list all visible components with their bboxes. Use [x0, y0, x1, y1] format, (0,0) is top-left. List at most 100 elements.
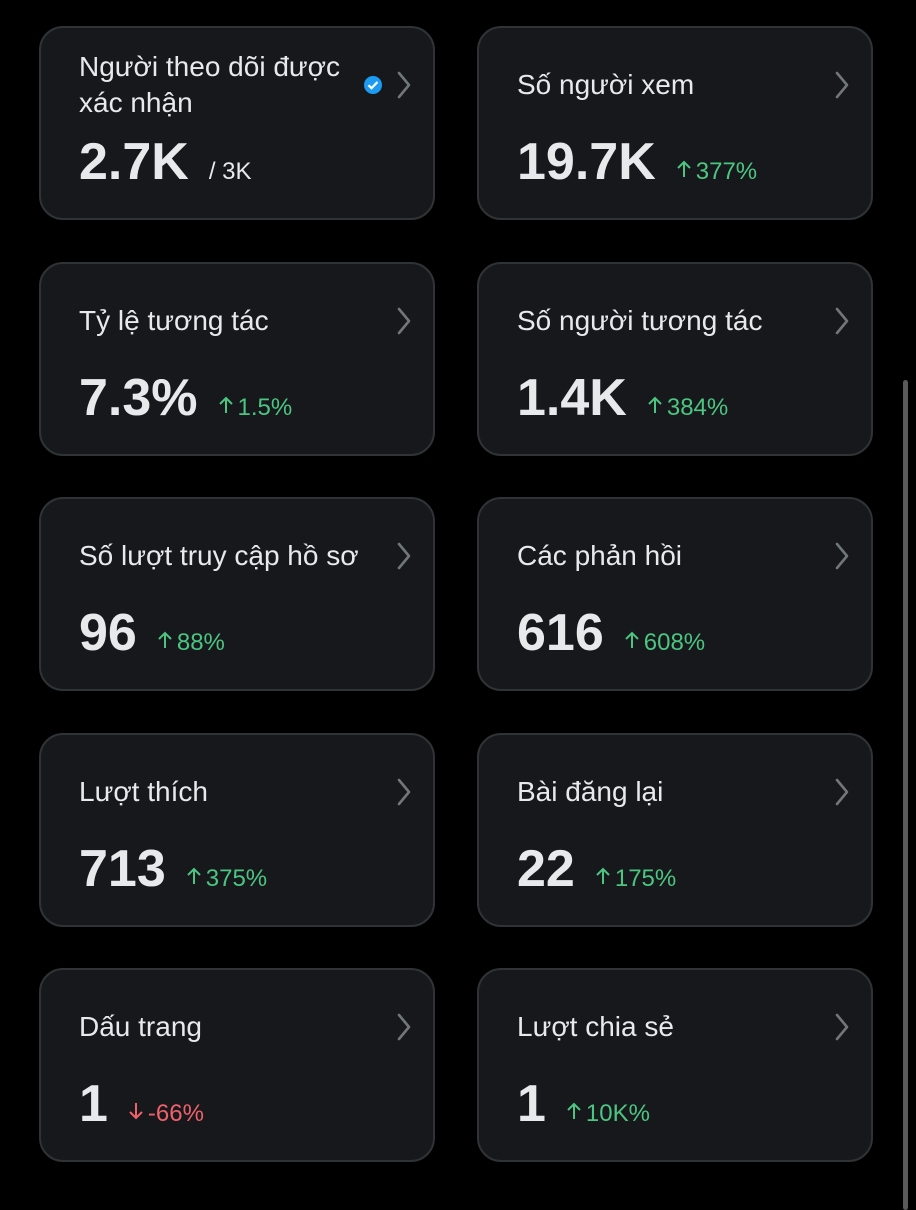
chevron-icon [835, 542, 849, 570]
value-row: 22 175% [517, 839, 676, 899]
label-text: Số người xem [517, 69, 695, 100]
chevron-icon [397, 778, 411, 805]
metric-card[interactable]: Lượt chia sẻ 1 10K% [477, 968, 873, 1162]
value-row: 1 -66% [79, 1074, 204, 1134]
metric-value: 1.4K [517, 368, 627, 427]
arrow-up [677, 160, 691, 177]
scrollbar [903, 380, 908, 1210]
metric-change: 608% [624, 629, 705, 657]
verified-badge [363, 75, 383, 100]
arrow-down [129, 1103, 143, 1120]
metric-card[interactable]: Tỷ lệ tương tác 7.3% 1.5% [39, 261, 435, 456]
arrow-up [567, 1102, 581, 1119]
value-row: 1 10K% [517, 1074, 650, 1134]
metric-value: 96 [79, 604, 137, 662]
card-label: Số người xem [517, 42, 797, 128]
change-text: 1.5% [237, 393, 293, 421]
chevron [395, 70, 413, 105]
metric-value: 616 [517, 604, 604, 662]
chevron-icon [835, 1013, 849, 1041]
arrow-up [158, 631, 172, 648]
arrow-up [648, 396, 662, 413]
metric-card[interactable]: Các phản hồi 616 608% [477, 497, 873, 691]
metric-change: 88% [157, 629, 225, 657]
metric-card[interactable]: Số người xem 19.7K 377% [477, 26, 873, 220]
change-text: 384% [666, 393, 729, 421]
arrow-up [625, 631, 639, 648]
chevron [395, 1012, 413, 1047]
card-label: Bài đăng lại [517, 749, 797, 835]
change-text: 375% [205, 864, 268, 892]
change-text: 377% [695, 158, 758, 185]
metric-change: 377% [676, 158, 757, 186]
label-text: Số lượt truy cập hồ sơ [79, 540, 359, 571]
card-label: Các phản hồi [517, 513, 797, 599]
chevron [833, 777, 851, 812]
chevron [395, 306, 413, 341]
chevron-icon [835, 71, 849, 99]
metric-card[interactable]: Người theo dõi được xác nhận 2.7K / 3K [39, 26, 435, 220]
label-text: Các phản hồi [517, 540, 683, 571]
metric-card[interactable]: Số lượt truy cập hồ sơ 96 88% [39, 497, 435, 691]
value-row: 96 88% [79, 603, 225, 663]
label-text: Người theo dõi được xác nhận [79, 51, 340, 118]
arrow-up [187, 867, 201, 884]
metric-change: 384% [647, 394, 728, 422]
metric-change: 175% [595, 865, 676, 893]
label-text: Lượt chia sẻ [517, 1011, 674, 1042]
chevron [833, 1012, 851, 1047]
card-label: Tỷ lệ tương tác [79, 278, 359, 364]
change-text: 88% [176, 629, 225, 656]
metric-value: 7.3% [79, 368, 198, 427]
chevron [833, 70, 851, 105]
arrow-up [218, 396, 233, 413]
metric-value: 1 [517, 1075, 546, 1133]
chevron-icon [835, 778, 849, 805]
metric-change: -66% [128, 1100, 204, 1128]
value-row: 1.4K 384% [517, 368, 728, 428]
chevron-icon [397, 542, 411, 570]
label-text: Số người tương tác [517, 304, 763, 336]
metric-value: 22 [517, 839, 575, 898]
value-row: 616 608% [517, 603, 705, 663]
card-label: Số lượt truy cập hồ sơ [79, 513, 359, 599]
chevron [395, 777, 413, 812]
chevron-icon [397, 307, 411, 334]
value-row: 713 375% [79, 839, 267, 899]
arrow-up [596, 867, 610, 884]
metric-total: / 3K [208, 158, 252, 185]
chevron [833, 306, 851, 341]
metric-card[interactable]: Số người tương tác 1.4K 384% [477, 261, 873, 456]
card-label: Dấu trang [79, 984, 359, 1070]
metric-card[interactable]: Lượt thích 713 375% [39, 732, 435, 927]
metric-change: 375% [186, 865, 267, 893]
change-text: -66% [147, 1100, 204, 1127]
metric-value: 19.7K [517, 133, 656, 191]
card-label: Lượt chia sẻ [517, 984, 797, 1070]
chevron-icon [835, 307, 849, 334]
metric-value: 1 [79, 1075, 108, 1133]
change-text: 608% [643, 629, 706, 656]
chevron-icon [397, 1013, 411, 1041]
chevron [395, 541, 413, 576]
verified-icon [364, 76, 382, 94]
metric-card[interactable]: Bài đăng lại 22 175% [477, 732, 873, 927]
value-row: 2.7K / 3K [79, 132, 252, 192]
metric-value: 2.7K [79, 133, 189, 191]
label-text: Bài đăng lại [517, 775, 664, 807]
change-text: 10K% [585, 1100, 650, 1127]
chevron [833, 541, 851, 576]
chevron-icon [397, 71, 411, 99]
value-row: 19.7K 377% [517, 132, 757, 192]
metric-change: 1.5% [218, 393, 293, 422]
metric-card[interactable]: Dấu trang 1 -66% [39, 968, 435, 1162]
metric-change: 10K% [566, 1100, 650, 1128]
card-label: Lượt thích [79, 749, 359, 835]
card-label: Người theo dõi được xác nhận [79, 42, 359, 128]
label-text: Dấu trang [79, 1011, 202, 1042]
card-label: Số người tương tác [517, 278, 797, 364]
value-row: 7.3% 1.5% [79, 368, 292, 428]
metric-value: 713 [79, 839, 166, 898]
label-text: Lượt thích [79, 775, 208, 807]
